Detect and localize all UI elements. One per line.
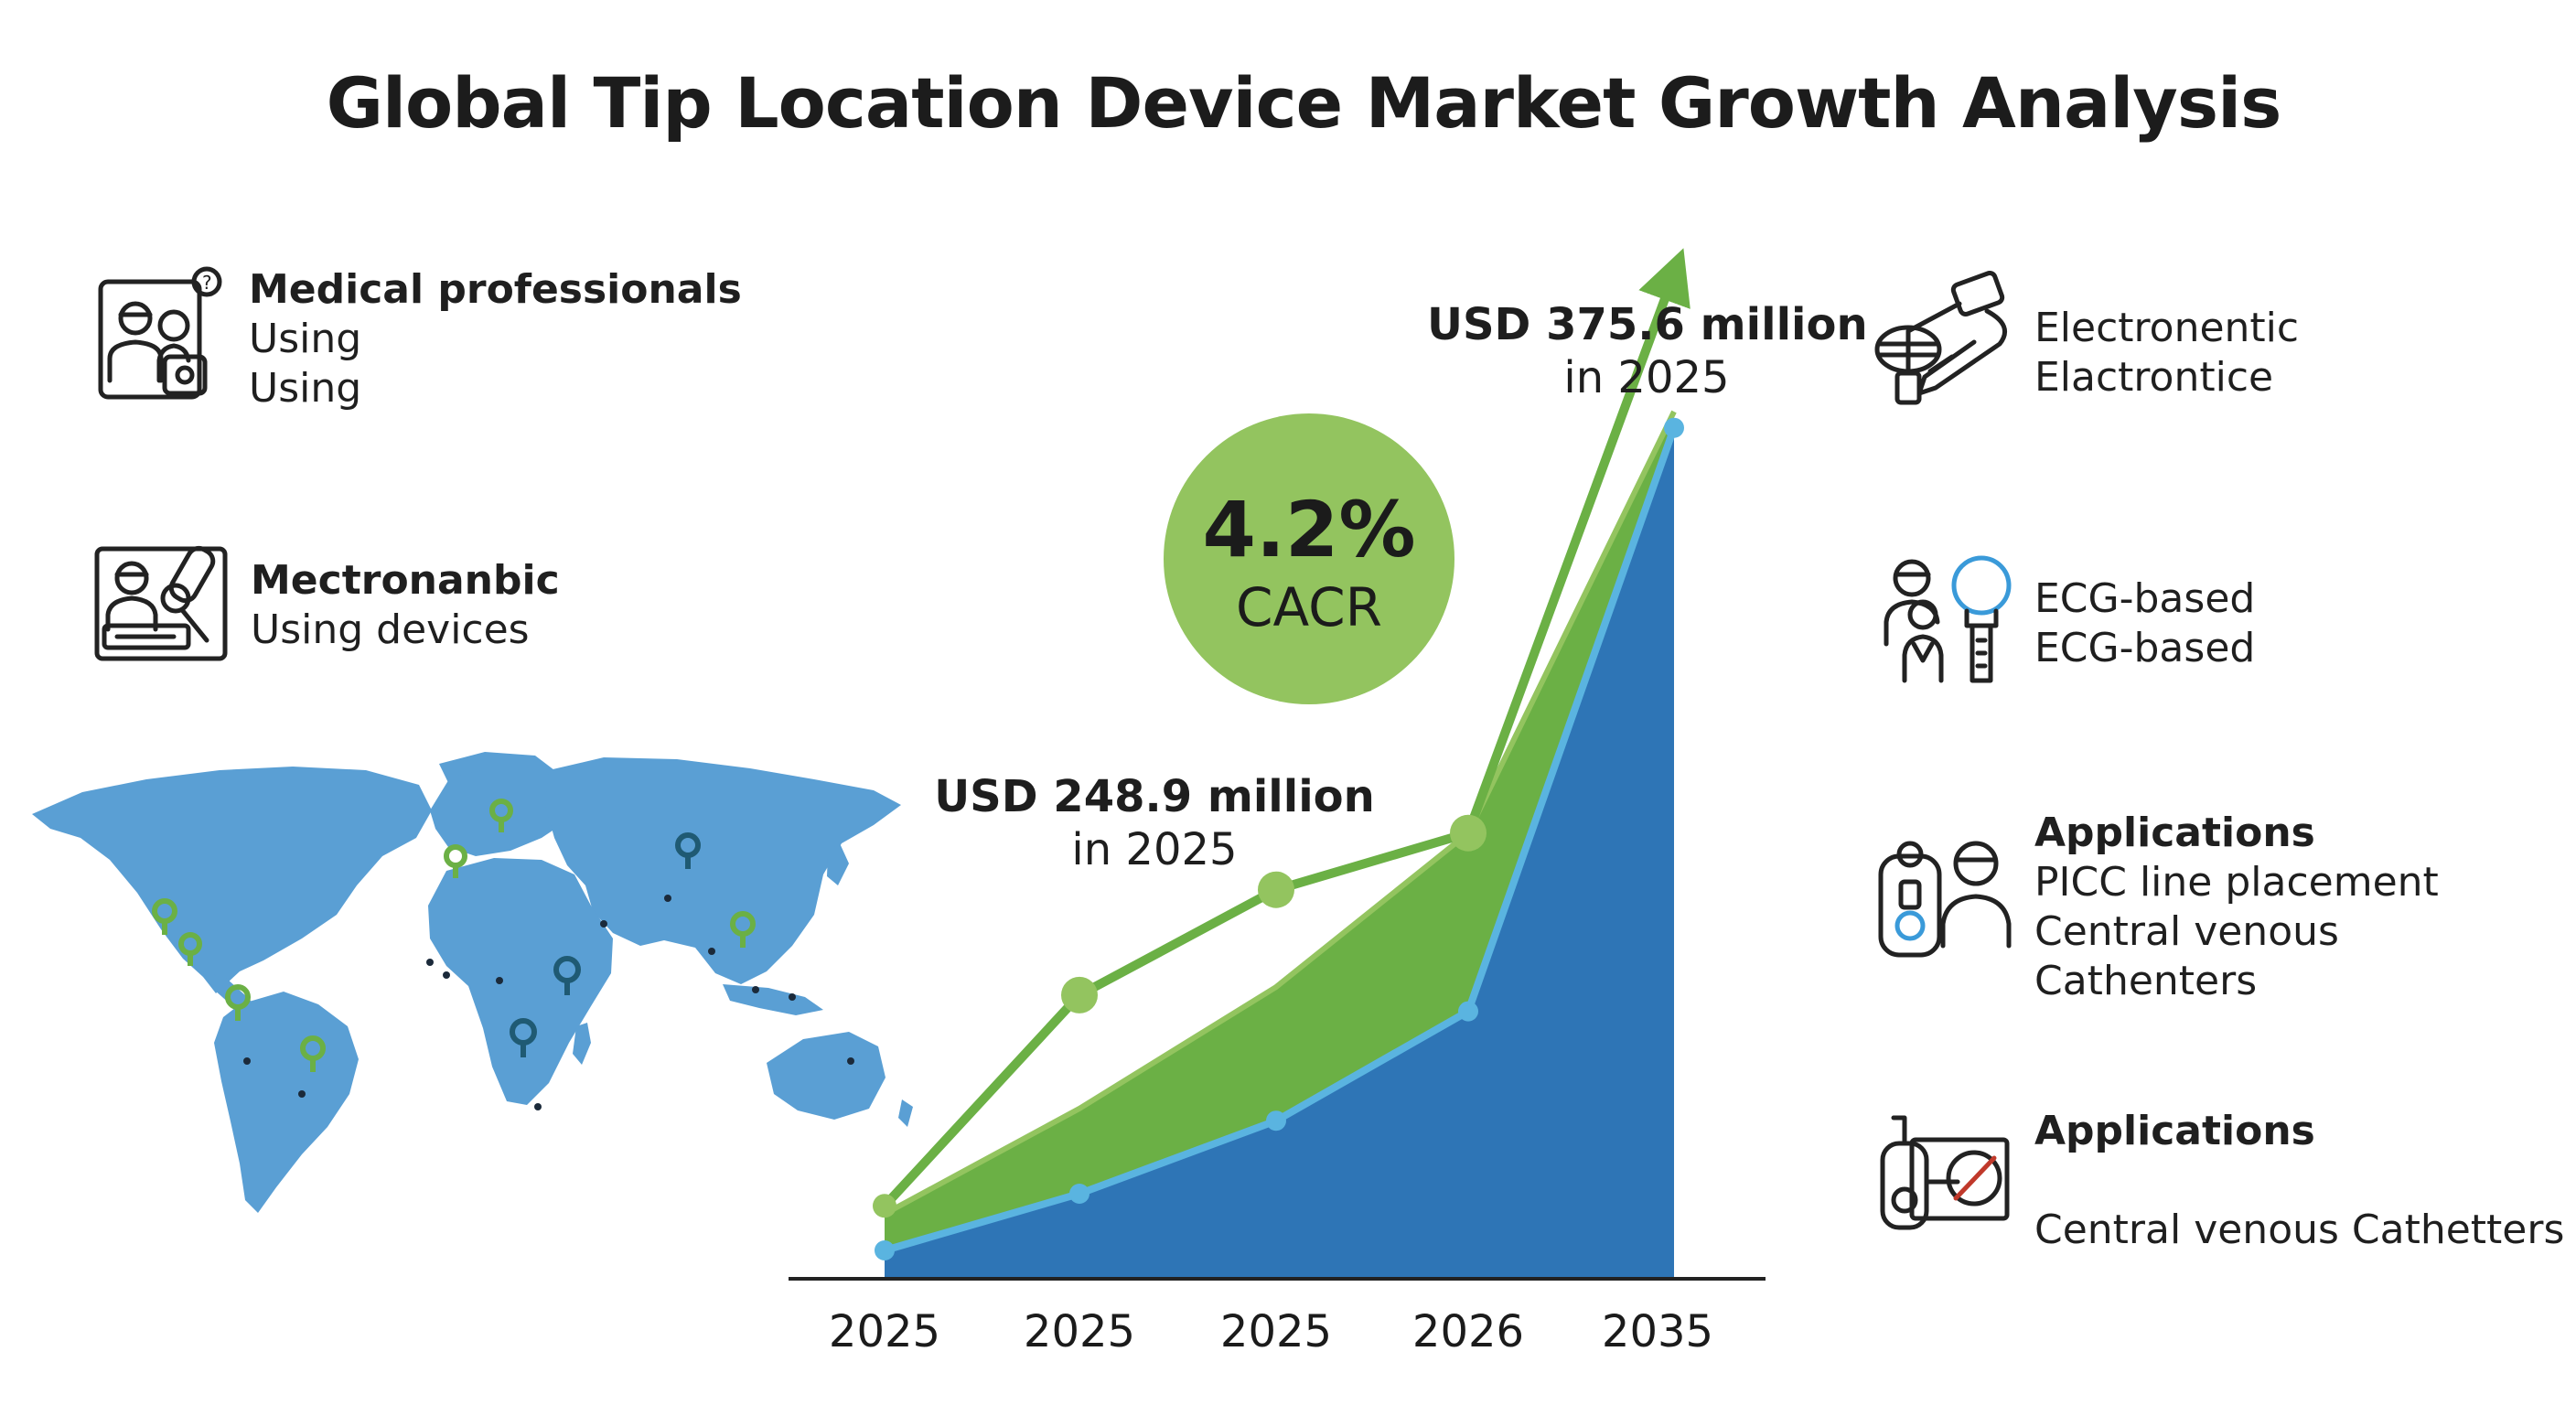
map-pins (152, 799, 756, 1072)
cagr-value: 4.2% (1202, 485, 1416, 574)
cagr-badge: 4.2% CACR (1164, 413, 1454, 704)
picc-applications-icon (1878, 841, 2012, 958)
x-tick-label: 2025 (1219, 1306, 1333, 1357)
ecg-based-icon (1884, 555, 2012, 683)
line-series-green (881, 828, 1470, 1209)
map-pin-icon (675, 832, 701, 869)
right-item-3: Applications PICC line placement Central… (2034, 809, 2439, 1006)
blue-series-point (1266, 1110, 1286, 1132)
x-tick-label: 2026 (1411, 1306, 1525, 1357)
left-item-1-heading: Medical professionals (249, 266, 742, 313)
growth-arrow (1464, 248, 1690, 835)
green-series-point (1258, 871, 1294, 908)
map-pin-icon (730, 911, 756, 948)
north-america (32, 767, 432, 993)
left-item-1-line: Using (249, 365, 362, 412)
svg-text:?: ? (202, 272, 212, 294)
x-tick-label: 2025 (828, 1306, 941, 1357)
map-pin-icon (300, 1035, 326, 1072)
right-item-2-line: ECG-based (2034, 625, 2256, 671)
map-pin-icon (225, 984, 251, 1021)
japan (827, 843, 849, 885)
start-value-callout: USD 248.9 million in 2025 (926, 770, 1383, 876)
asia (545, 757, 901, 984)
cagr-label: CACR (1236, 576, 1382, 638)
indonesia (723, 984, 823, 1015)
blue-series-point (1458, 1001, 1478, 1022)
green-series-point (1061, 976, 1098, 1014)
area-series-blue (885, 427, 1674, 1279)
new-zealand (898, 1099, 913, 1127)
page-title: Global Tip Location Device Market Growth… (326, 62, 2282, 144)
continents (32, 752, 913, 1213)
map-pin-icon (152, 898, 177, 935)
left-item-1: Medical professionals Using Using (249, 265, 742, 413)
start-year: in 2025 (1071, 824, 1238, 875)
start-value: USD 248.9 million (934, 771, 1375, 822)
right-item-3-heading: Applications (2034, 810, 2315, 856)
right-item-1: Electronentic Elactrontice (2034, 304, 2299, 402)
right-item-1-line: Elactrontice (2034, 354, 2274, 401)
blue-series-point (1664, 417, 1684, 438)
map-dots (243, 895, 854, 1110)
right-item-4: Applications (2034, 1107, 2315, 1156)
map-pin-icon (553, 956, 581, 995)
right-item-4-line: Central venous Cathetters (2034, 1207, 2565, 1253)
right-item-4-body: Central venous Cathetters (2034, 1206, 2564, 1255)
green-series-point (1450, 814, 1487, 852)
right-item-3-line: Cathenters (2034, 958, 2258, 1004)
end-value: USD 375.6 million (1427, 299, 1868, 350)
device-technician-icon (94, 545, 228, 661)
map-pin-icon (510, 1018, 537, 1057)
end-year: in 2025 (1563, 352, 1730, 403)
green-series-point (873, 1194, 896, 1218)
end-value-callout: USD 375.6 million in 2025 (1427, 298, 1868, 404)
left-item-2-line: Using devices (251, 606, 530, 653)
australia (767, 1032, 886, 1120)
x-tick-label: 2035 (1601, 1306, 1714, 1357)
africa (428, 858, 613, 1105)
map-pin-icon (489, 799, 513, 832)
right-item-3-line: Central venous (2034, 908, 2339, 955)
blue-series-point (875, 1240, 895, 1260)
map-pin-icon (444, 844, 467, 878)
area-series-green-edge (883, 410, 1677, 1217)
central-venous-icon (1880, 1115, 2010, 1230)
electronic-device-icon (1874, 271, 2008, 405)
right-item-2-line: ECG-based (2034, 575, 2256, 622)
right-item-2: ECG-based ECG-based (2034, 574, 2255, 673)
left-item-1-line: Using (249, 316, 362, 362)
map-pin-icon (178, 932, 202, 966)
right-item-3-line: PICC line placement (2034, 859, 2439, 906)
blue-series-point (1069, 1184, 1089, 1204)
left-item-2: Mectronanbic Using devices (251, 556, 560, 655)
right-item-4-heading: Applications (2034, 1108, 2315, 1154)
right-item-1-line: Electronentic (2034, 305, 2300, 351)
medical-professionals-icon: ? (98, 266, 222, 400)
left-item-2-heading: Mectronanbic (251, 557, 560, 604)
x-tick-label: 2025 (1023, 1306, 1136, 1357)
madagascar (573, 1023, 591, 1065)
